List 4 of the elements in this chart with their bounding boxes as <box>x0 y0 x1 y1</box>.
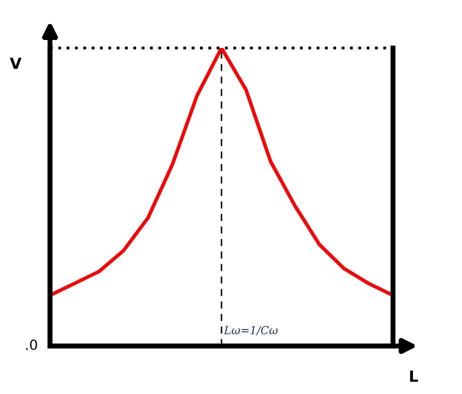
text: .0 <box>26 340 38 350</box>
annotation: Lω=1/Cω <box>224 326 278 336</box>
y-axis-title: V <box>10 58 22 69</box>
x-axis-title: L <box>410 370 418 382</box>
